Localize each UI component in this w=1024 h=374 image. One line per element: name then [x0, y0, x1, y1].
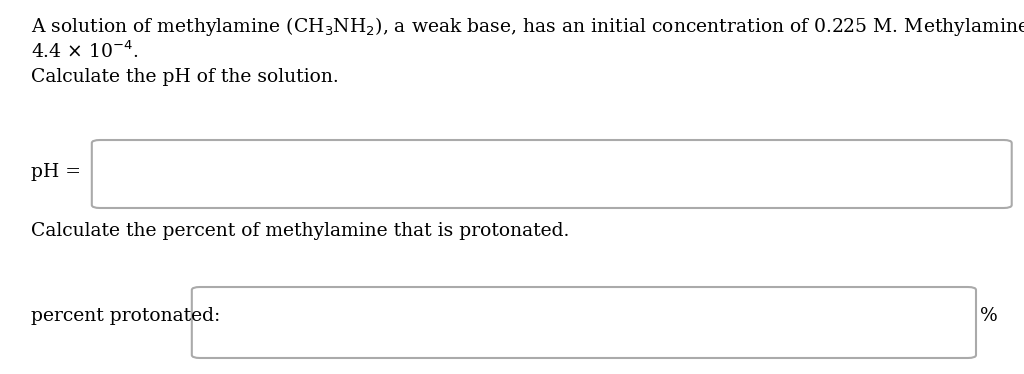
- Text: Calculate the percent of methylamine that is protonated.: Calculate the percent of methylamine tha…: [31, 222, 569, 240]
- Text: percent protonated:: percent protonated:: [31, 307, 220, 325]
- FancyBboxPatch shape: [92, 140, 1012, 208]
- Text: %: %: [980, 307, 997, 325]
- FancyBboxPatch shape: [191, 287, 976, 358]
- Text: Calculate the pH of the solution.: Calculate the pH of the solution.: [31, 68, 339, 86]
- Text: 4.4 $\times$ 10$^{-4}$.: 4.4 $\times$ 10$^{-4}$.: [31, 40, 138, 61]
- Text: pH =: pH =: [31, 163, 81, 181]
- Text: A solution of methylamine (CH$_3$NH$_2$), a weak base, has an initial concentrat: A solution of methylamine (CH$_3$NH$_2$)…: [31, 15, 1024, 38]
